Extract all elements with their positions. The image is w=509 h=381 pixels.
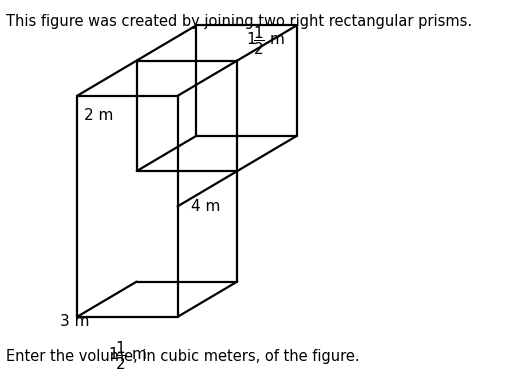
Text: 4 m: 4 m xyxy=(190,199,219,214)
Text: $1\!\dfrac{1}{2}$ m: $1\!\dfrac{1}{2}$ m xyxy=(107,339,147,372)
Text: $1\!\dfrac{1}{2}$ m: $1\!\dfrac{1}{2}$ m xyxy=(245,24,285,57)
Text: This figure was created by joining two right rectangular prisms.: This figure was created by joining two r… xyxy=(6,14,471,29)
Text: 3 m: 3 m xyxy=(60,314,90,329)
Text: Enter the volume, in cubic meters, of the figure.: Enter the volume, in cubic meters, of th… xyxy=(6,349,359,363)
Text: 2 m: 2 m xyxy=(83,108,112,123)
